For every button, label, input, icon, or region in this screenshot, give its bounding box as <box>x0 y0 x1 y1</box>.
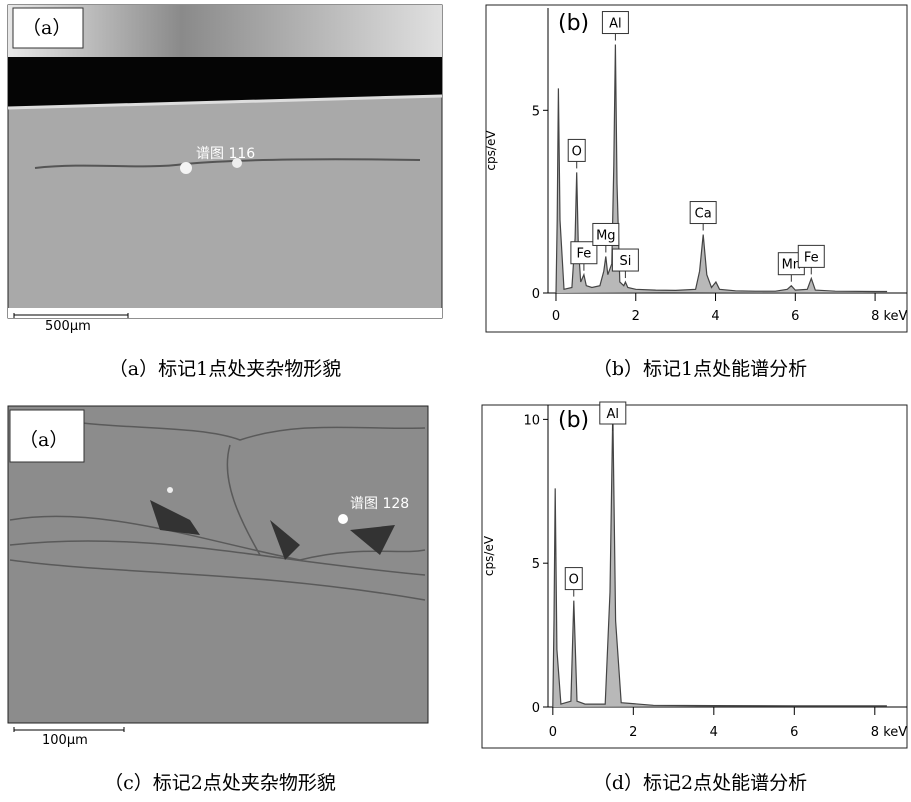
y-axis-label: cps/eV <box>484 130 498 171</box>
sem-image-c: （a） 谱图 128 100μm <box>8 406 428 748</box>
caption: （a）标记1点处夹杂物形貌 <box>109 358 341 380</box>
scale-text: 500μm <box>45 319 91 334</box>
x-tick-label: 4 <box>711 309 719 324</box>
x-tick-label: 8 keV <box>871 309 907 324</box>
peak-label: Si <box>619 254 631 269</box>
y-tick-label: 5 <box>532 104 540 119</box>
y-tick-label: 5 <box>532 557 540 572</box>
peak-label: O <box>572 144 582 159</box>
spectrum <box>556 45 887 294</box>
y-tick-label: 10 <box>523 413 540 428</box>
spectrum <box>553 411 887 707</box>
peak-label: Ca <box>695 207 712 222</box>
panel-label: （a） <box>22 17 71 39</box>
peak-label: Mg <box>596 228 615 243</box>
x-tick-label: 6 <box>790 725 798 740</box>
caption: （c）标记2点处夹杂物形貌 <box>104 772 336 794</box>
x-tick-label: 8 keV <box>871 725 907 740</box>
peak-label: Fe <box>804 250 819 265</box>
y-axis-label: cps/eV <box>482 535 496 576</box>
caption: （d）标记2点处能谱分析 <box>593 772 807 794</box>
inclusion <box>338 514 348 524</box>
x-tick-label: 4 <box>710 725 718 740</box>
chart-frame <box>482 405 907 748</box>
scale-strip <box>8 308 442 318</box>
x-tick-label: 0 <box>549 725 557 740</box>
y-tick-label: 0 <box>532 701 540 716</box>
panel-label: (b) <box>558 408 589 433</box>
peak-label: Al <box>609 17 622 32</box>
x-tick-label: 6 <box>791 309 799 324</box>
y-tick-label: 0 <box>532 287 540 302</box>
scale-bar <box>14 727 124 732</box>
peak-label: O <box>569 573 579 588</box>
spot-label: 谱图 116 <box>196 146 255 162</box>
inclusion <box>167 487 173 493</box>
spot-label: 谱图 128 <box>350 496 409 512</box>
x-tick-label: 0 <box>552 309 560 324</box>
panel-label: (b) <box>558 11 589 36</box>
figure: （a） 谱图 116 500μm （a） 谱图 128 100μm （a）标记1… <box>0 0 911 802</box>
caption: （b）标记1点处能谱分析 <box>593 358 807 380</box>
peak-label: Fe <box>577 247 592 262</box>
inclusion <box>180 162 192 174</box>
peak-label: Al <box>607 407 620 422</box>
scale-text: 100μm <box>42 733 88 748</box>
x-tick-label: 2 <box>632 309 640 324</box>
sem-image-a: （a） 谱图 116 500μm <box>8 5 442 334</box>
panel-label: （a） <box>19 429 68 451</box>
x-tick-label: 2 <box>629 725 637 740</box>
